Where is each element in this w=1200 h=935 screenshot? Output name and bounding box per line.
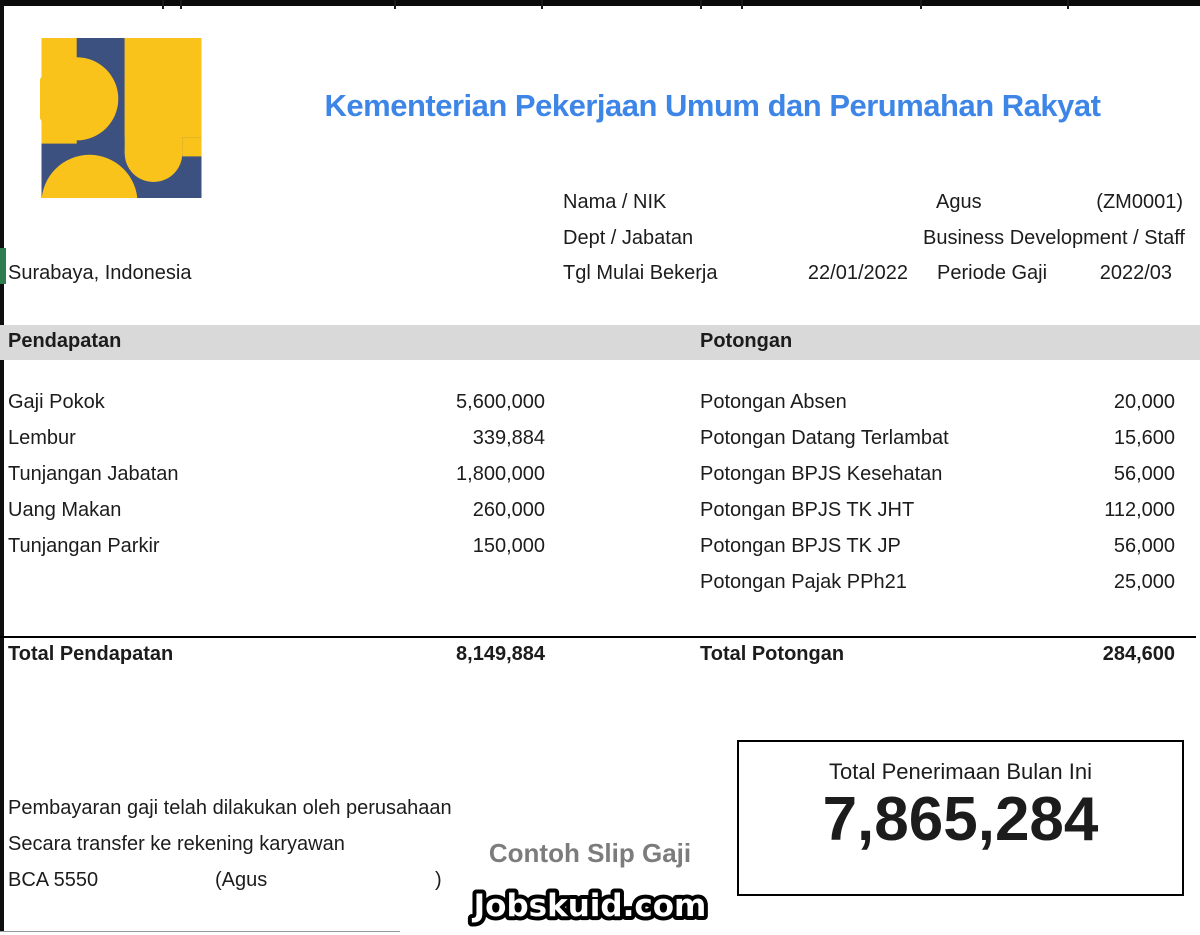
earning-item-value: 150,000 [472, 535, 545, 557]
total-earnings-label: Total Pendapatan [8, 643, 174, 665]
dept-jabatan-label: Dept / Jabatan [563, 227, 694, 249]
deductions-section-header: Potongan [700, 330, 793, 352]
start-date-value: 22/01/2022 [807, 262, 908, 284]
net-pay-label: Total Penerimaan Bulan Ini [829, 759, 1092, 784]
deduction-item-label: Potongan BPJS TK JP [700, 535, 901, 557]
earning-item-value: 260,000 [472, 499, 545, 521]
column-tick [162, 0, 164, 9]
page-title: Kementerian Pekerjaan Umum dan Perumahan… [324, 88, 1101, 123]
deduction-item-label: Potongan Datang Terlambat [700, 427, 949, 449]
deduction-item-label: Potongan BPJS Kesehatan [700, 463, 943, 485]
column-tick [180, 0, 182, 9]
column-tick [1067, 0, 1069, 9]
earning-item-value: 5,600,000 [456, 391, 545, 413]
name-nik-label: Nama / NIK [563, 191, 667, 213]
deduction-item-value: 56,000 [1113, 463, 1175, 485]
total-deductions-label: Total Potongan [700, 643, 845, 665]
dept-jabatan-value: Business Development / Staff [923, 227, 1185, 249]
company-location: Surabaya, Indonesia [8, 262, 192, 284]
earning-item-label: Tunjangan Parkir [8, 535, 160, 557]
earnings-section-header: Pendapatan [8, 330, 122, 352]
watermark-jobskuid-logo: Jobskuid.com [468, 884, 711, 928]
deduction-item-value: 20,000 [1113, 391, 1175, 413]
deduction-item-label: Potongan Absen [700, 391, 847, 413]
column-tick [541, 0, 543, 9]
start-date-label: Tgl Mulai Bekerja [563, 262, 718, 284]
column-tick [741, 0, 743, 9]
top-edge-bar [0, 0, 1200, 6]
signature-open-paren: (Agus [215, 869, 268, 891]
earning-item-value: 1,800,000 [456, 463, 545, 485]
section-header-band [0, 325, 1200, 360]
total-earnings-value: 8,149,884 [456, 643, 545, 665]
watermark-contoh-slip-gaji: Contoh Slip Gaji [488, 838, 692, 868]
pay-period-label: Periode Gaji [937, 262, 1048, 284]
watermark-jobskuid-text: Jobskuid.com [472, 888, 707, 924]
bank-account-value: BCA 5550 [8, 869, 99, 891]
payment-note-line2: Secara transfer ke rekening karyawan [8, 833, 345, 855]
employee-nik-value: (ZM0001) [1096, 191, 1183, 213]
payment-note-line1: Pembayaran gaji telah dilakukan oleh per… [8, 797, 452, 819]
earning-item-label: Lembur [8, 427, 76, 449]
totals-divider-line [0, 636, 1196, 638]
pu-ministry-logo-icon [40, 38, 202, 198]
earning-item-label: Uang Makan [8, 499, 122, 521]
excel-selection-mark [0, 248, 6, 284]
deduction-item-value: 15,600 [1113, 427, 1175, 449]
earning-item-label: Tunjangan Jabatan [8, 463, 179, 485]
column-tick [700, 0, 702, 9]
column-tick [920, 0, 922, 9]
left-edge-bar [0, 0, 4, 931]
deduction-item-label: Potongan BPJS TK JHT [700, 499, 915, 521]
earning-item-label: Gaji Pokok [8, 391, 105, 413]
deduction-item-value: 25,000 [1113, 571, 1175, 593]
deduction-item-label: Potongan Pajak PPh21 [700, 571, 907, 593]
pay-period-value: 2022/03 [1099, 262, 1172, 284]
net-pay-value: 7,865,284 [822, 785, 1099, 854]
employee-name-value: Agus [936, 191, 982, 213]
net-pay-box: Total Penerimaan Bulan Ini 7,865,284 [737, 740, 1184, 896]
column-tick [394, 0, 396, 9]
deduction-item-value: 56,000 [1113, 535, 1175, 557]
total-deductions-value: 284,600 [1102, 643, 1175, 665]
signature-close-paren: ) [435, 869, 442, 891]
bottom-edge-line [0, 931, 400, 932]
earning-item-value: 339,884 [472, 427, 545, 449]
deduction-item-value: 112,000 [1104, 499, 1175, 521]
